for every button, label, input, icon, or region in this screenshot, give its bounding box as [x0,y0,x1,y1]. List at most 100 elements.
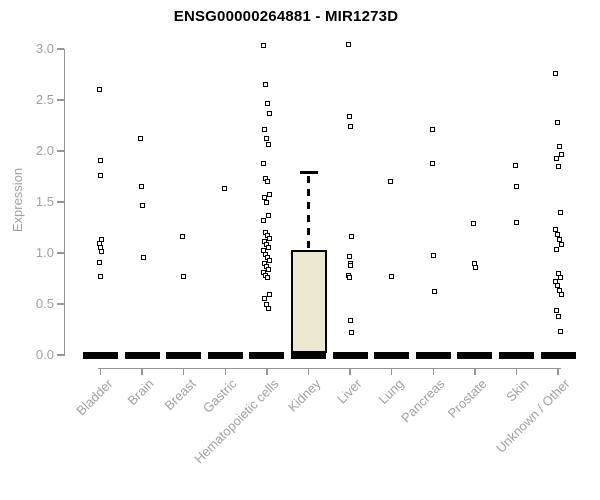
data-point-marker [513,184,519,190]
data-point-marker [431,252,437,258]
median-bar [83,351,118,359]
data-point-marker [348,234,354,240]
data-point-marker [97,273,103,279]
data-point-marker [552,70,558,76]
data-point-marker [558,292,564,298]
data-point-marker [180,234,185,240]
data-point-marker [514,219,520,225]
x-tick [515,368,518,375]
data-point-marker [267,110,273,116]
median-bar [124,351,160,359]
data-point-marker [261,43,267,49]
data-point-marker [266,305,272,311]
data-point-marker [221,186,227,192]
data-point-marker [348,317,353,323]
data-point-marker [265,100,271,106]
chart-title: ENSG00000264881 - MIR1273D [173,8,399,25]
data-point-marker [96,87,102,93]
data-point-marker [429,127,435,133]
data-point-marker [140,202,145,208]
data-point-marker [264,136,270,142]
y-axis-line [63,49,65,356]
y-tick-label: 0.0 [35,347,54,362]
data-point-marker [347,113,353,119]
data-point-marker [388,179,393,185]
data-point-marker [553,307,559,313]
data-point-marker [98,172,104,178]
data-point-marker [267,257,273,263]
y-tick-label: 2.0 [35,143,54,158]
data-point-marker [348,330,354,336]
whisker-cap [299,171,318,174]
data-point-marker [554,232,560,238]
data-point-marker [553,247,559,253]
data-point-marker [140,254,146,260]
x-tick [432,368,434,375]
y-tick-label: 1.0 [35,245,54,260]
x-tick [391,368,393,375]
data-point-marker [267,236,273,242]
x-tick [307,368,310,375]
data-point-marker [558,242,564,248]
data-point-marker [267,292,273,298]
data-point-marker [98,249,104,255]
data-point-marker [264,199,270,205]
data-point-marker [266,266,272,272]
data-point-marker [557,329,563,335]
median-bar [207,351,243,359]
median-bar [499,351,534,359]
y-tick [56,48,64,50]
data-point-marker [139,184,145,190]
data-point-marker [552,227,558,233]
data-point-marker [348,262,354,268]
data-point-marker [472,264,478,270]
data-point-marker [471,220,477,226]
y-tick [56,303,64,305]
data-point-marker [266,212,272,218]
data-point-marker [346,253,352,259]
data-point-marker [430,160,436,166]
data-point-marker [265,274,271,280]
data-point-marker [346,42,352,48]
y-tick [56,150,64,152]
data-point-marker [553,155,559,161]
data-point-marker [266,142,272,148]
y-tick [56,252,64,254]
data-point-marker [348,124,353,130]
median-bar [291,351,326,359]
x-tick [266,368,268,375]
data-point-marker [557,274,563,280]
data-point-marker [555,163,561,169]
y-tick-label: 3.0 [35,41,54,56]
data-point-marker [388,273,394,279]
data-point-marker [263,82,269,88]
data-point-marker [180,273,186,279]
whisker-line [307,176,310,249]
data-point-marker [266,245,272,251]
data-point-marker [267,192,273,198]
data-point-marker [432,289,437,295]
x-axis-line [97,368,562,370]
x-tick [474,368,476,375]
data-point-marker [347,274,353,280]
data-point-marker [96,259,102,265]
y-tick-label: 2.5 [35,92,54,107]
median-bar [166,351,202,359]
median-bar [374,351,410,359]
data-point-marker [261,160,267,166]
data-point-marker [555,313,561,319]
median-bar [457,351,493,359]
data-point-marker [554,119,560,125]
y-tick-label: 0.5 [35,296,54,311]
data-point-marker [262,296,268,302]
y-tick [56,354,64,356]
data-point-marker [138,136,144,142]
box [290,249,327,353]
data-point-marker [558,151,564,157]
data-point-marker [261,217,267,223]
data-point-marker [265,179,271,185]
data-point-marker [556,237,562,243]
y-tick [56,201,64,203]
data-point-marker [97,157,103,163]
